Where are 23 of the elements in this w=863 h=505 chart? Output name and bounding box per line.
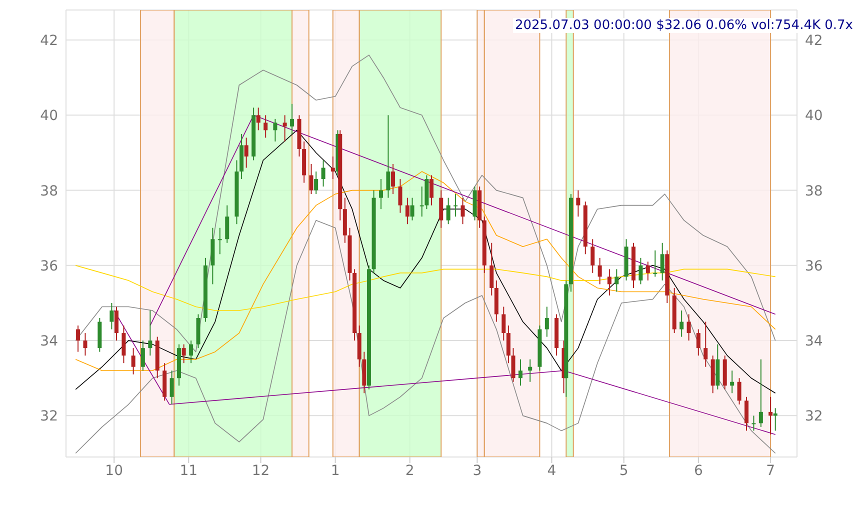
x-tick-label: 4: [547, 462, 556, 479]
y-tick-label: 34: [40, 334, 58, 350]
x-tick-label: 5: [619, 462, 628, 479]
y2-tick-label: 36: [805, 258, 823, 274]
y-tick-label: 36: [40, 258, 58, 274]
x-tick-label: 6: [694, 462, 703, 479]
x-tick-label: 10: [105, 462, 124, 479]
x-tick-label: 2: [405, 462, 414, 479]
y-tick-label: 38: [40, 183, 58, 200]
y2-tick-label: 38: [805, 183, 823, 200]
x-tick-label: 1: [330, 462, 340, 479]
y2-tick-label: 42: [805, 33, 823, 50]
y2-tick-label: 40: [805, 108, 823, 124]
x-tick-label: 3: [472, 462, 482, 479]
y-tick-label: 42: [40, 33, 58, 50]
y2-tick-label: 34: [805, 334, 823, 350]
x-tick-label: 12: [252, 462, 270, 479]
text: 2025.07.03 00:00:00 $32.06 0.06% vol:754.4K 0.7x: [512, 18, 855, 33]
x-tick-label: 11: [180, 462, 198, 479]
y-tick-label: 40: [40, 108, 58, 124]
x-tick-label: 7: [766, 462, 776, 479]
y-tick-label: 32: [40, 408, 58, 425]
y2-tick-label: 32: [805, 408, 823, 425]
